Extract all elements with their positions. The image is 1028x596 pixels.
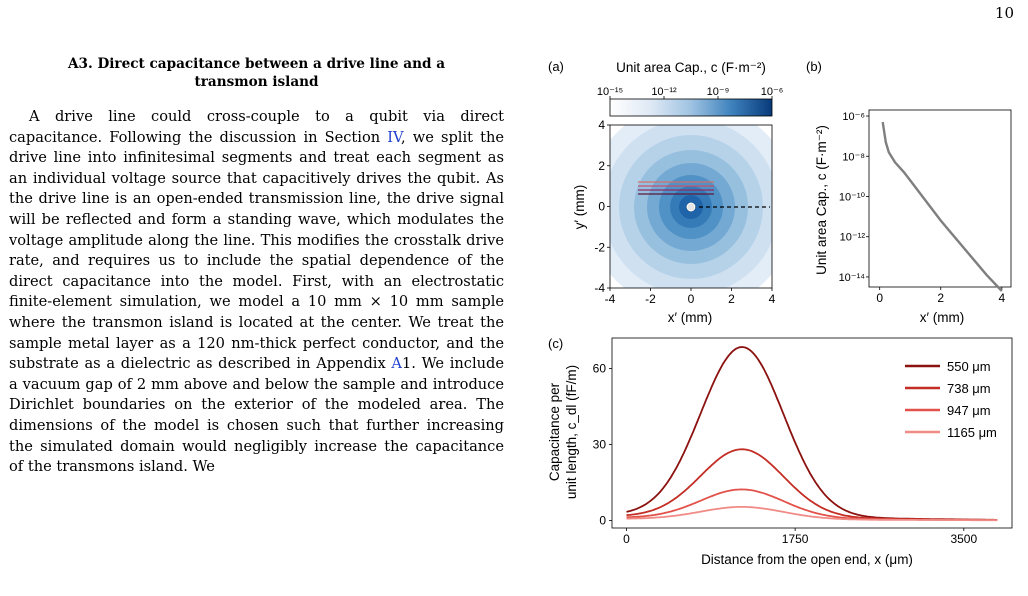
panel-a-xtick-label: 4 (769, 292, 776, 306)
panel-c-xlabel: Distance from the open end, x (μm) (701, 552, 913, 567)
panel-b-curve (881, 121, 1003, 292)
colorbar-tick-label: 10⁻¹⁵ (597, 86, 623, 98)
legend-entry: 1165 μm (947, 425, 997, 440)
text-column: A3. Direct capacitance between a drive l… (9, 55, 504, 596)
legend-entry: 738 μm (947, 381, 991, 396)
panel-b-frame (868, 109, 1012, 288)
panel-c-ylabel-line1: Capacitance per (547, 382, 562, 481)
panel-c-xtick-label: 1750 (782, 532, 809, 546)
panel-a-xtick-label: 2 (728, 292, 735, 306)
panel-b-ytick-label: 10⁻¹⁴ (839, 272, 866, 284)
panel-a-ytick-label: 0 (598, 200, 605, 214)
section-title-line1: A3. Direct capacitance between a drive l… (67, 56, 446, 72)
panel-b-xtick-label: 0 (876, 291, 883, 305)
colorbar-title: Unit area Cap., c (F·m⁻²) (616, 60, 766, 75)
panel-a-xlabel: x′ (mm) (668, 310, 713, 325)
legend-entry: 550 μm (947, 359, 991, 374)
colorbar-tick-label: 10⁻⁹ (707, 86, 730, 98)
panel-c-series-line (626, 448, 998, 521)
panel-a-xtick-label: -4 (605, 292, 616, 306)
panel-c-ylabel-line2: unit length, c_dl (fF/m) (564, 365, 579, 499)
panel-b-ytick-label: 10⁻¹² (840, 232, 866, 244)
page-number: 10 (994, 4, 1014, 22)
figure: (a) Unit area Cap., c (F·m⁻²) 10⁻¹⁵ 10⁻¹²… (547, 59, 1013, 567)
colorbar-tick-label: 10⁻¹² (651, 86, 677, 98)
panel-b-label: (b) (806, 59, 822, 74)
panel-c-ytick-label: 0 (599, 513, 606, 527)
panel-c-series-line (626, 506, 998, 522)
panel-a-xtick-label: 0 (688, 292, 695, 306)
panel-a-label: (a) (548, 59, 564, 74)
panel-c-ytick-label: 30 (593, 437, 607, 451)
panel-b-ytick-label: 10⁻⁸ (842, 151, 865, 163)
panel-b-ylabel: Unit area Cap., c (F·m⁻²) (814, 125, 829, 275)
panel-a-ylabel: y′ (mm) (572, 185, 587, 230)
panel-c-label: (c) (548, 336, 563, 351)
section-title-line2: transmon island (194, 74, 319, 90)
panel-c-xtick-label: 3500 (950, 532, 977, 546)
legend-entry: 947 μm (947, 403, 991, 418)
appendix-reference-link[interactable]: A (391, 355, 402, 373)
body-paragraph: A drive line could cross-couple to a qub… (9, 107, 504, 478)
panel-a-ytick-label: -4 (594, 281, 605, 295)
panel-a-ytick-label: -2 (594, 240, 605, 254)
panel-c-ytick-label: 60 (593, 361, 607, 375)
paragraph-part3: 1. We include a vacuum gap of 2 mm above… (9, 355, 504, 476)
colorbar-tick-label: 10⁻⁶ (761, 86, 784, 98)
paragraph-part2: , we split the drive line into infinites… (9, 128, 504, 373)
panel-a-ytick-label: 4 (598, 118, 605, 132)
panel-c-frame (611, 337, 1013, 529)
panel-c-xtick-label: 0 (623, 532, 630, 546)
panel-b-xtick-label: 2 (937, 291, 944, 305)
panel-b-xlabel: x′ (mm) (920, 310, 965, 325)
transmon-island-marker (686, 202, 696, 212)
panel-b-xtick-label: 4 (998, 291, 1005, 305)
panel-b-ytick-label: 10⁻¹⁰ (839, 191, 866, 203)
panel-a-xtick-label: -2 (645, 292, 656, 306)
panel-b-ytick-label: 10⁻⁶ (842, 111, 865, 123)
panel-a-ytick-label: 2 (598, 159, 605, 173)
section-reference-link[interactable]: IV (387, 128, 402, 146)
colorbar (609, 98, 773, 117)
paragraph-part1: A drive line could cross-couple to a qub… (9, 108, 504, 146)
section-title: A3. Direct capacitance between a drive l… (9, 55, 504, 91)
